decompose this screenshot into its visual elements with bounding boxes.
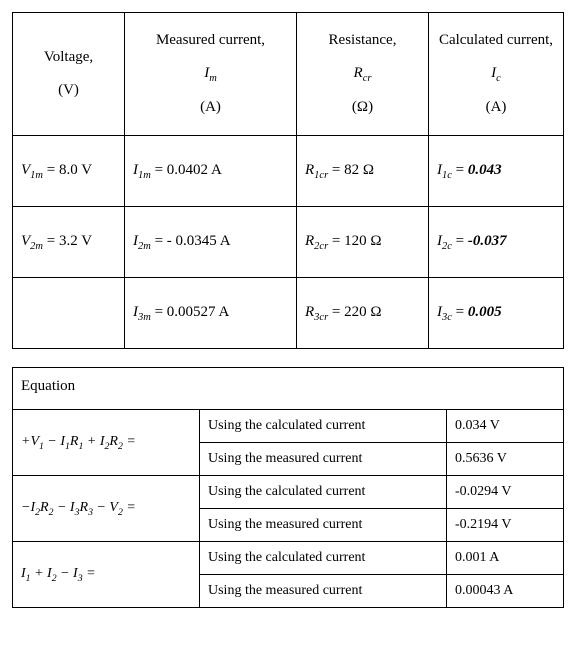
table-row: V1m = 8.0 V I1m = 0.0402 A R1cr = 82 Ω I… [13, 136, 564, 207]
table-row: I3m = 0.00527 A R3cr = 220 Ω I3c = 0.005 [13, 278, 564, 349]
i1m-sym: I1m [133, 162, 151, 178]
i1c-eq: = [452, 162, 468, 178]
i2c-sym: I2c [437, 233, 452, 249]
table-row: I1 + I2 − I3 = Using the calculated curr… [13, 542, 564, 575]
i3c-sym: I3c [437, 304, 452, 320]
voltage-label: Voltage, [44, 49, 93, 65]
col-measured-header: Measured current, Im (A) [125, 13, 297, 136]
voltage-cell [13, 278, 125, 349]
eq1-lhs-text: +V1 − I1R1 + I2R2 = [21, 434, 136, 449]
measured-cell: I2m = - 0.0345 A [125, 207, 297, 278]
r1-sym: R1cr [305, 162, 328, 178]
calc-symbol: Ic [491, 65, 501, 81]
i2c-eq: = [452, 233, 468, 249]
col-resistance-header: Resistance, Rcr (Ω) [297, 13, 429, 136]
v2-val: = 3.2 V [43, 233, 92, 249]
eq1-lhs: +V1 − I1R1 + I2R2 = [13, 410, 200, 476]
calc-cell: I3c = 0.005 [429, 278, 564, 349]
calc-label: Calculated current, [439, 32, 553, 48]
header-row: Voltage, (V) Measured current, Im (A) Re… [13, 13, 564, 136]
v1-val: = 8.0 V [43, 162, 92, 178]
eq1-val-meas: 0.5636 V [447, 443, 564, 476]
equation-header: Equation [12, 367, 564, 409]
measured-cell: I3m = 0.00527 A [125, 278, 297, 349]
resistance-cell: R2cr = 120 Ω [297, 207, 429, 278]
i3m-sym: I3m [133, 304, 151, 320]
i1c-sym: I1c [437, 162, 452, 178]
measured-label: Measured current, [156, 32, 265, 48]
eq2-lhs: −I2R2 − I3R3 − V2 = [13, 476, 200, 542]
calc-unit: (A) [486, 99, 507, 115]
r3-val: = 220 Ω [328, 304, 381, 320]
eq2-val-calc: -0.0294 V [447, 476, 564, 509]
i3m-val: = 0.00527 A [151, 304, 229, 320]
i2c-val: -0.037 [468, 233, 507, 249]
resistance-symbol: Rcr [354, 65, 372, 81]
calc-cell: I2c = -0.037 [429, 207, 564, 278]
eq2-desc-meas: Using the measured current [200, 509, 447, 542]
resistance-cell: R3cr = 220 Ω [297, 278, 429, 349]
col-calc-header: Calculated current, Ic (A) [429, 13, 564, 136]
resistance-label: Resistance, [329, 32, 397, 48]
eq1-desc-meas: Using the measured current [200, 443, 447, 476]
measured-symbol: Im [204, 65, 217, 81]
eq2-val-meas: -0.2194 V [447, 509, 564, 542]
i3c-val: 0.005 [468, 304, 502, 320]
col-voltage-header: Voltage, (V) [13, 13, 125, 136]
eq1-val-calc: 0.034 V [447, 410, 564, 443]
voltage-cell: V1m = 8.0 V [13, 136, 125, 207]
table-row: −I2R2 − I3R3 − V2 = Using the calculated… [13, 476, 564, 509]
measured-unit: (A) [200, 99, 221, 115]
data-table: Voltage, (V) Measured current, Im (A) Re… [12, 12, 564, 349]
i2m-sym: I2m [133, 233, 151, 249]
eq2-lhs-text: −I2R2 − I3R3 − V2 = [21, 500, 136, 515]
i3c-eq: = [452, 304, 468, 320]
eq2-desc-calc: Using the calculated current [200, 476, 447, 509]
i1c-val: 0.043 [468, 162, 502, 178]
equation-table: +V1 − I1R1 + I2R2 = Using the calculated… [12, 409, 564, 608]
r2-val: = 120 Ω [328, 233, 381, 249]
eq3-lhs: I1 + I2 − I3 = [13, 542, 200, 608]
r1-val: = 82 Ω [328, 162, 374, 178]
table-row: V2m = 3.2 V I2m = - 0.0345 A R2cr = 120 … [13, 207, 564, 278]
r2-sym: R2cr [305, 233, 328, 249]
calc-cell: I1c = 0.043 [429, 136, 564, 207]
eq3-val-calc: 0.001 A [447, 542, 564, 575]
equation-table-wrap: Equation +V1 − I1R1 + I2R2 = Using the c… [12, 367, 564, 608]
v1-sym: V1m [21, 162, 43, 178]
r3-sym: R3cr [305, 304, 328, 320]
voltage-cell: V2m = 3.2 V [13, 207, 125, 278]
resistance-cell: R1cr = 82 Ω [297, 136, 429, 207]
eq3-lhs-text: I1 + I2 − I3 = [21, 566, 96, 581]
i2m-val: = - 0.0345 A [151, 233, 231, 249]
i1m-val: = 0.0402 A [151, 162, 222, 178]
measured-cell: I1m = 0.0402 A [125, 136, 297, 207]
v2-sym: V2m [21, 233, 43, 249]
eq1-desc-calc: Using the calculated current [200, 410, 447, 443]
eq3-desc-calc: Using the calculated current [200, 542, 447, 575]
table-row: +V1 − I1R1 + I2R2 = Using the calculated… [13, 410, 564, 443]
eq3-val-meas: 0.00043 A [447, 575, 564, 608]
eq3-desc-meas: Using the measured current [200, 575, 447, 608]
voltage-unit: (V) [58, 82, 79, 98]
resistance-unit: (Ω) [352, 99, 373, 115]
